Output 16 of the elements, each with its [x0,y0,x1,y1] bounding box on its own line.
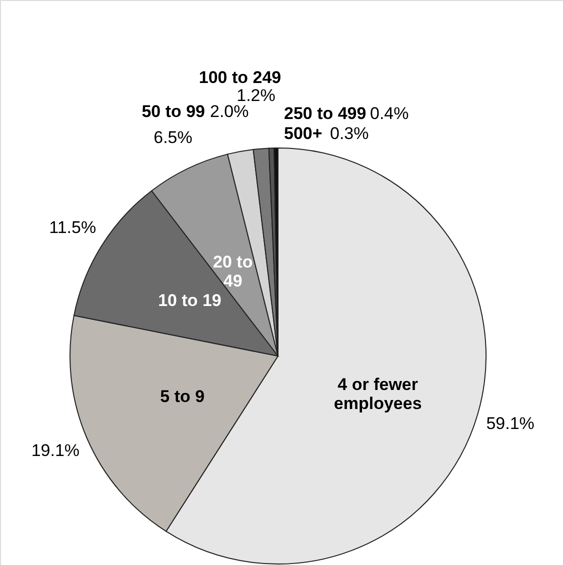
slice-label: 250 to 499 [284,104,366,123]
slice-label: 500+ [284,124,322,143]
data-label: 59.1% [486,414,534,433]
data-label: 11.5% [49,218,96,238]
data-label: 6.5% [154,128,192,147]
data-label: 2.0% [210,102,249,121]
slice-label: 50 to 99 [142,102,205,121]
slice-label: 100 to 249 [198,68,282,87]
slice-label: 5 to 9 [160,386,205,406]
data-label: 0.3% [330,124,369,143]
data-label: 0.4% [370,104,409,123]
slice-label: 20 to 49 [213,252,253,290]
slice-label: 10 to 19 [158,291,222,310]
data-label: 19.1% [31,440,80,460]
slice-label: 4 or fewer employees [334,375,422,414]
data-label: 1.2% [236,86,276,105]
